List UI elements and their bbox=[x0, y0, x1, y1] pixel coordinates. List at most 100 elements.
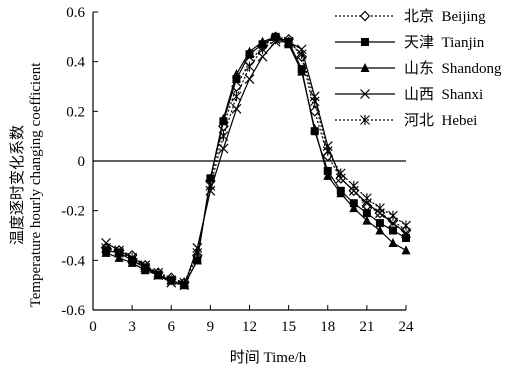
legend: 北京 Beijing 天津 Tianjin 山东 Shandong 山西 Shanxi… bbox=[335, 8, 502, 129]
series-layer bbox=[100, 31, 412, 291]
legend-marker bbox=[359, 10, 371, 22]
legend-label: 山东 Shandong bbox=[404, 60, 502, 77]
axes: 0.60.40.20-0.2-0.4-0.60 3 6 9 12 15 18 21 24 bbox=[61, 5, 414, 335]
x-marker-stroke bbox=[257, 51, 268, 62]
data-point bbox=[232, 75, 241, 84]
y-tick-label: -0.2 bbox=[61, 204, 85, 220]
series-4 bbox=[101, 36, 411, 291]
x-marker-stroke bbox=[401, 228, 411, 238]
x-tick-label: 18 bbox=[320, 319, 335, 335]
data-point bbox=[375, 225, 385, 235]
y-tick-label: -0.4 bbox=[61, 253, 85, 269]
y-tick-label: 0.4 bbox=[66, 55, 85, 71]
x-tick-label: 12 bbox=[242, 319, 257, 335]
y-tick-label: 0.6 bbox=[66, 5, 85, 21]
data-point bbox=[362, 209, 371, 218]
legend-marker bbox=[360, 63, 370, 72]
legend-marker bbox=[360, 115, 370, 125]
data-point bbox=[257, 44, 268, 55]
data-point bbox=[296, 49, 307, 60]
data-point bbox=[362, 215, 372, 225]
data-point bbox=[127, 252, 138, 263]
data-point bbox=[310, 123, 320, 133]
data-point bbox=[283, 36, 294, 47]
x-tick-label: 6 bbox=[168, 319, 176, 335]
triangle-marker bbox=[231, 69, 241, 79]
triangle-marker bbox=[388, 237, 398, 247]
legend-entry: 北京 Beijing bbox=[335, 8, 486, 25]
x-axis-title: 时间 Time/h bbox=[230, 349, 307, 366]
diamond-marker bbox=[359, 10, 371, 22]
data-point bbox=[205, 180, 216, 191]
data-point bbox=[179, 277, 190, 288]
legend-marker bbox=[361, 38, 369, 46]
x-marker-stroke bbox=[244, 74, 255, 84]
triangle-marker bbox=[360, 63, 370, 72]
data-point bbox=[401, 220, 411, 231]
data-point bbox=[388, 237, 398, 247]
data-point bbox=[192, 247, 203, 258]
y-tick-label: -0.6 bbox=[61, 303, 85, 319]
data-point bbox=[309, 96, 320, 107]
data-point bbox=[231, 91, 242, 102]
triangle-marker bbox=[323, 170, 333, 180]
data-point bbox=[244, 61, 255, 72]
data-point bbox=[375, 219, 384, 228]
triangle-marker bbox=[310, 123, 320, 133]
y-tick-label: 0.2 bbox=[66, 104, 85, 120]
data-point bbox=[402, 233, 410, 242]
x-tick-label: 3 bbox=[128, 319, 136, 335]
square-marker bbox=[361, 38, 369, 46]
triangle-marker bbox=[258, 36, 268, 46]
triangle-marker bbox=[375, 225, 385, 235]
x-marker-stroke bbox=[231, 103, 242, 114]
data-point bbox=[349, 203, 359, 213]
x-tick-label: 9 bbox=[207, 319, 215, 335]
legend-entry: 天津 Tianjin bbox=[335, 34, 485, 51]
x-marker-stroke bbox=[388, 218, 398, 229]
square-marker bbox=[388, 226, 397, 235]
data-point bbox=[218, 113, 228, 123]
data-point bbox=[218, 131, 229, 142]
data-point bbox=[192, 255, 202, 265]
data-point bbox=[153, 267, 164, 278]
triangle-marker bbox=[205, 173, 215, 183]
data-point bbox=[140, 262, 151, 273]
x-tick-label: 24 bbox=[399, 319, 415, 335]
data-point bbox=[388, 210, 398, 221]
series-line bbox=[105, 41, 407, 286]
data-point bbox=[336, 188, 346, 198]
x-tick-label: 0 bbox=[89, 319, 97, 335]
legend-label: 山西 Shanxi bbox=[404, 86, 483, 103]
data-point bbox=[101, 242, 111, 253]
series-line bbox=[105, 36, 407, 284]
data-point bbox=[348, 180, 359, 191]
data-point bbox=[231, 69, 241, 79]
data-point bbox=[401, 228, 411, 238]
data-point bbox=[388, 218, 398, 229]
square-marker bbox=[402, 233, 410, 242]
legend-label: 北京 Beijing bbox=[404, 8, 486, 25]
data-point bbox=[335, 168, 346, 179]
series-5 bbox=[101, 34, 411, 288]
data-point bbox=[323, 170, 333, 180]
data-point bbox=[297, 66, 307, 76]
legend-entry: 河北 Hebei bbox=[335, 112, 477, 129]
data-point bbox=[375, 203, 385, 214]
data-point bbox=[166, 275, 177, 286]
data-point bbox=[245, 46, 254, 56]
triangle-marker bbox=[362, 215, 372, 225]
data-point bbox=[114, 247, 124, 258]
data-point bbox=[270, 34, 281, 45]
data-point bbox=[244, 74, 255, 84]
square-marker bbox=[362, 209, 371, 218]
triangle-marker bbox=[401, 245, 411, 255]
legend-entry: 山西 Shanxi bbox=[335, 86, 483, 103]
data-point bbox=[401, 245, 411, 255]
legend-entry: 山东 Shandong bbox=[335, 60, 502, 77]
legend-label: 天津 Tianjin bbox=[404, 34, 485, 51]
x-tick-label: 21 bbox=[359, 319, 374, 335]
triangle-marker bbox=[349, 203, 359, 213]
